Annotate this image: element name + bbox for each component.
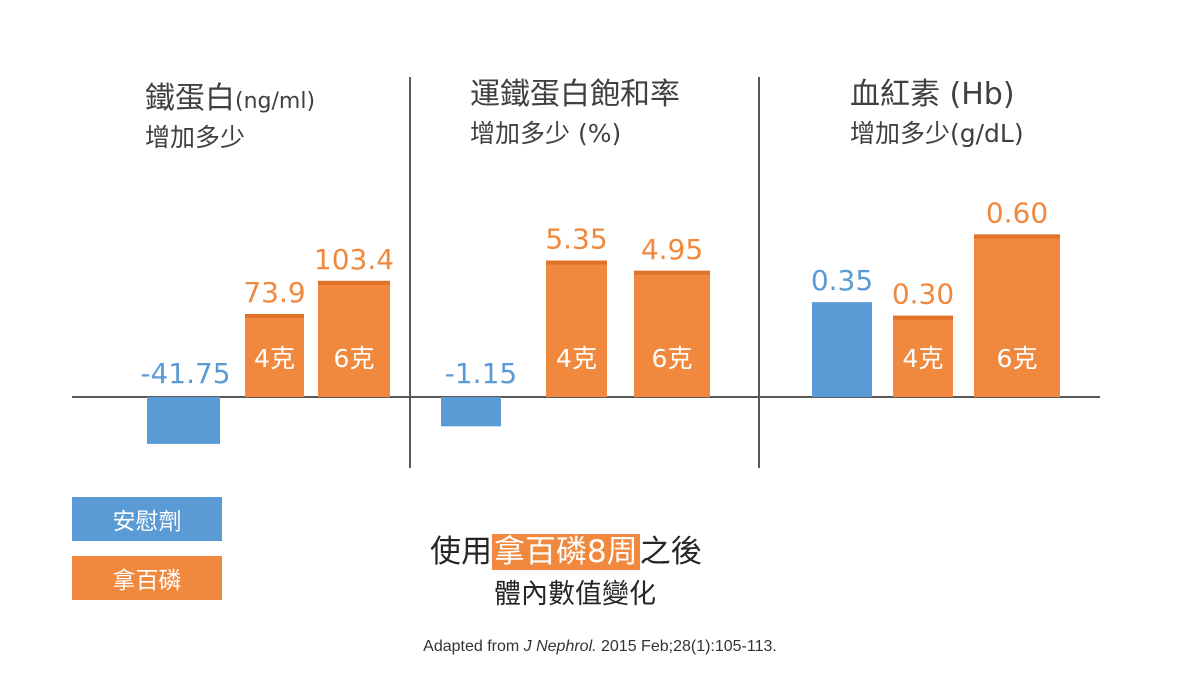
panel-1-bar-3 — [318, 280, 390, 397]
caption-highlight: 拿百磷8周 — [492, 534, 640, 570]
panel-2-title: 運鐵蛋白飽和率 — [470, 77, 680, 112]
panel-3-bar-3-inner-label: 6克 — [997, 344, 1038, 373]
panel-2-bar-3-cap — [634, 270, 710, 275]
source-suffix: 2015 Feb;28(1):105-113. — [596, 638, 777, 655]
caption-post: 之後 — [639, 534, 702, 570]
legend-placebo-label: 安慰劑 — [112, 509, 182, 535]
panel-1-bar-2-value-label: 73.9 — [243, 276, 305, 309]
panel-3-title: 血紅素 (Hb) — [850, 77, 1015, 112]
panel-3-bar-3-value-label: 0.60 — [986, 196, 1048, 229]
legend-placebo: 安慰劑 — [72, 497, 222, 541]
panel-2-bar-3-value-label: 4.95 — [641, 233, 703, 266]
panel-2-bar-2-value-label: 5.35 — [545, 223, 607, 256]
legend-drug-label: 拿百磷 — [112, 568, 182, 594]
panel-1-bar-2-cap — [245, 314, 304, 319]
panel-1-bar-2-inner-label: 4克 — [254, 344, 295, 373]
panel-1-bar-3-value-label: 103.4 — [314, 243, 394, 276]
panel-3-subtitle: 增加多少(g/dL) — [850, 119, 1024, 148]
caption-line-2: 體內數值變化 — [494, 579, 656, 610]
panel-3-bar-3 — [974, 234, 1060, 397]
caption-pre: 使用 — [430, 534, 492, 570]
legend-drug: 拿百磷 — [72, 556, 222, 600]
panel-1-title-unit: (ng/ml) — [235, 89, 316, 114]
panel-3-bar-3-cap — [974, 234, 1060, 239]
panel-1-bar-1 — [147, 397, 220, 444]
panel-1-bar-3-cap — [318, 280, 390, 285]
panel-1-bar-1-value-label: -41.75 — [140, 357, 230, 390]
source-citation: Adapted from J Nephrol. 2015 Feb;28(1):1… — [0, 638, 1200, 656]
source-journal: J Nephrol. — [523, 638, 597, 655]
panel-3-bar-1-value-label: 0.35 — [811, 264, 873, 297]
panel-2-bar-3-inner-label: 6克 — [652, 344, 693, 373]
panel-2-bar-1 — [441, 397, 501, 427]
panel-2-subtitle: 增加多少 (%) — [470, 119, 622, 148]
panel-3-bar-2 — [893, 315, 953, 397]
panel-2-bar-1-value-label: -1.15 — [445, 357, 517, 390]
caption-line-1: 使用拿百磷8周之後 — [430, 526, 702, 571]
panel-2-bar-2 — [546, 260, 607, 397]
panel-2-bar-2-cap — [546, 260, 607, 265]
panel-1-bar-3-inner-label: 6克 — [334, 344, 375, 373]
panel-3-bar-1 — [812, 302, 872, 397]
panel-3-bar-2-inner-label: 4克 — [903, 344, 944, 373]
panel-2-bar-3 — [634, 270, 710, 397]
panel-2-bar-2-inner-label: 4克 — [556, 344, 597, 373]
panel-1-bar-2 — [245, 314, 304, 397]
source-prefix: Adapted from — [423, 638, 524, 655]
panel-3-bar-2-value-label: 0.30 — [892, 278, 954, 311]
panel-1-title: 鐵蛋白(ng/ml) — [145, 81, 316, 116]
panel-3-bar-2-cap — [893, 315, 953, 320]
panel-1-subtitle: 增加多少 — [145, 123, 246, 152]
